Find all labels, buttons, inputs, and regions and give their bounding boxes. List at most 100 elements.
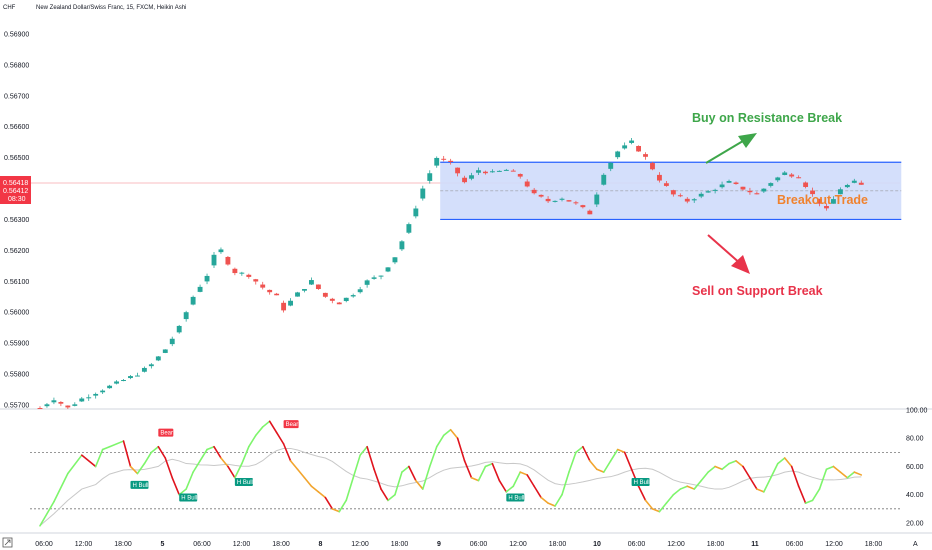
candle-body xyxy=(37,408,43,410)
candle xyxy=(239,271,245,276)
candle xyxy=(789,172,795,178)
oscillator-pane: Bear H Bull H Bull H Bull Bear H Bull H Bull xyxy=(30,420,900,527)
signal-label-bg xyxy=(283,420,299,429)
candle-body xyxy=(594,194,600,205)
oscillator-signal-line xyxy=(39,447,862,527)
candle xyxy=(107,384,113,389)
candle-body xyxy=(225,256,231,265)
candle xyxy=(135,372,140,377)
sell-arrow-head xyxy=(731,255,750,274)
candle-body xyxy=(587,210,593,215)
candle-body xyxy=(218,249,224,253)
candle xyxy=(726,179,732,184)
candle xyxy=(531,187,537,195)
candle-body xyxy=(705,191,711,193)
time-axis[interactable]: 06:00 12:00 18:00 5 06:00 12:00 18:00 8 12:00 18:… xyxy=(35,541,882,548)
candle-body xyxy=(524,181,530,187)
oscillator-segment xyxy=(234,462,243,479)
price-grid xyxy=(0,133,932,534)
oscillator-segment xyxy=(303,476,313,488)
candle xyxy=(636,145,641,152)
candle xyxy=(719,181,725,189)
candles[interactable] xyxy=(37,138,864,410)
oscillator-segment xyxy=(150,445,160,454)
candle-body xyxy=(636,145,641,152)
candle-body xyxy=(343,297,349,302)
oscillator-segment xyxy=(122,440,132,468)
signal-label-bg xyxy=(234,478,253,486)
auto-scale-button[interactable]: A xyxy=(913,541,918,548)
candle xyxy=(844,183,850,189)
candle-body xyxy=(677,195,683,197)
oscillator-segment xyxy=(595,468,605,473)
currency-label: CHF xyxy=(3,5,16,11)
candle-body xyxy=(434,157,440,166)
oscillator-segment xyxy=(742,465,751,479)
candle xyxy=(357,286,363,294)
signal-label-bg xyxy=(506,493,525,502)
candle xyxy=(587,209,593,215)
candle xyxy=(510,169,516,172)
candle-body xyxy=(51,400,57,403)
candle-body xyxy=(837,189,843,195)
candle xyxy=(322,292,328,298)
candle-body xyxy=(183,312,189,320)
candle xyxy=(281,300,287,313)
svg-text:0.56412: 0.56412 xyxy=(3,188,28,195)
candle xyxy=(399,240,405,251)
price-tick-label: 0.56600 xyxy=(4,124,29,131)
candle xyxy=(302,288,307,293)
candle-body xyxy=(719,184,725,188)
candle-body xyxy=(406,224,412,233)
candle-body xyxy=(462,177,467,183)
oscillator-tick-label: 100.00 xyxy=(906,408,928,415)
candle xyxy=(427,170,433,184)
candle xyxy=(128,374,133,380)
oscillator-segment xyxy=(804,499,814,504)
zoom-icon[interactable] xyxy=(2,537,13,548)
bull-signal-label: H Bull xyxy=(506,493,525,502)
oscillator-segment xyxy=(783,457,793,468)
oscillator-segment xyxy=(185,471,194,490)
candle xyxy=(288,298,293,307)
candle-body xyxy=(496,170,502,172)
svg-text:08:30: 08:30 xyxy=(8,196,26,203)
candle xyxy=(392,257,398,265)
candle xyxy=(552,200,558,203)
candle xyxy=(455,167,461,177)
candle-body xyxy=(399,241,405,250)
candle-body xyxy=(629,140,635,143)
oscillator-segment xyxy=(254,426,264,437)
oscillator-segment xyxy=(589,460,598,471)
oscillator-segment xyxy=(707,465,716,473)
candle xyxy=(803,181,809,189)
candle xyxy=(712,188,718,194)
candle xyxy=(162,349,168,354)
candle xyxy=(469,172,474,181)
candle-body xyxy=(155,356,161,361)
candle-body xyxy=(295,292,300,297)
candle xyxy=(364,279,370,288)
candle xyxy=(810,187,815,197)
candle-body xyxy=(378,275,384,277)
oscillator-segment xyxy=(227,465,236,479)
oscillator-segment xyxy=(53,472,69,503)
candle-body xyxy=(169,338,175,345)
price-axis[interactable]: 0.55700 0.55800 0.55900 0.56000 0.56100 0.562… xyxy=(4,32,29,410)
candle-body xyxy=(448,160,454,163)
candle-body xyxy=(302,289,307,291)
candle xyxy=(385,267,391,273)
candle xyxy=(677,193,683,198)
candle-body xyxy=(44,404,50,407)
sell-arrow xyxy=(707,234,743,266)
candle xyxy=(197,284,203,293)
candle xyxy=(169,336,175,347)
oscillator-segment xyxy=(846,471,856,479)
oscillator-tick-label: 20.00 xyxy=(906,520,924,527)
candle-body xyxy=(538,194,544,197)
oscillator-segment xyxy=(679,485,689,490)
oscillator-segment xyxy=(94,448,104,468)
oscillator-segment xyxy=(769,462,779,479)
candle-body xyxy=(392,257,398,263)
